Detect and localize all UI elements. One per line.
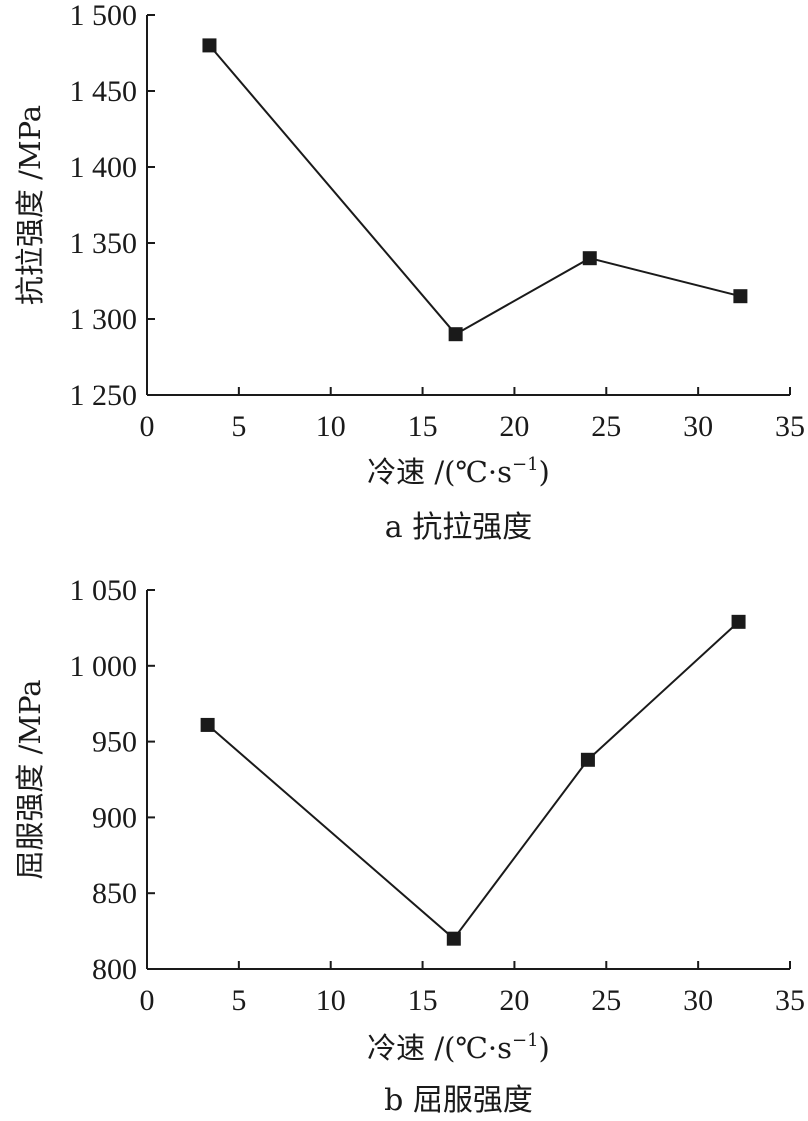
y-tick-label: 850 (92, 877, 137, 910)
x-tick-label: 0 (140, 984, 155, 1017)
x-axis-title: 冷速 /(℃·s−1) (367, 1030, 550, 1065)
chart-caption: a 抗拉强度 (385, 510, 532, 545)
y-tick-label: 900 (92, 801, 137, 834)
data-point-marker (202, 38, 217, 53)
x-axis-title-sup: −1 (512, 1030, 539, 1051)
y-tick-label: 1 250 (70, 379, 138, 412)
x-axis-title-end: ) (539, 455, 550, 489)
data-point-marker (582, 251, 597, 266)
x-tick-label: 25 (591, 984, 621, 1017)
x-axis-title-main: 冷速 /(℃·s (367, 455, 512, 489)
y-tick-label: 1 350 (70, 227, 138, 260)
y-tick-label: 1 300 (70, 303, 138, 336)
x-tick-label: 35 (775, 410, 805, 443)
series-line (208, 44, 741, 336)
series-line (206, 621, 740, 941)
x-tick-label: 5 (231, 984, 246, 1017)
y-axis-title: 抗拉强度 /MPa (13, 105, 47, 305)
x-tick-label: 10 (316, 410, 346, 443)
y-axis-title: 屈服强度 /MPa (13, 679, 47, 879)
x-tick-label: 20 (499, 984, 529, 1017)
x-tick-label: 15 (408, 984, 438, 1017)
x-tick-label: 30 (683, 410, 713, 443)
x-axis-title: 冷速 /(℃·s−1) (367, 454, 550, 489)
data-point-marker (446, 931, 461, 946)
y-tick-label: 1 500 (70, 0, 138, 32)
data-point-marker (580, 752, 595, 767)
y-tick-label: 800 (92, 953, 137, 986)
data-point-marker (448, 327, 463, 342)
data-point-marker (200, 717, 215, 732)
y-tick-label: 1 000 (70, 650, 138, 683)
y-tick-label: 1 050 (70, 574, 138, 607)
y-tick-label: 1 400 (70, 151, 138, 184)
x-tick-label: 10 (316, 984, 346, 1017)
chart-panel-b: 0 5 10 15 20 25 30 35 800 850 900 950 1 000 1 050 冷速 /… (13, 574, 805, 1118)
x-axis-title-main: 冷速 /(℃·s (367, 1031, 512, 1065)
x-tick-label: 15 (408, 410, 438, 443)
data-point-marker (731, 614, 746, 629)
x-tick-label: 35 (775, 984, 805, 1017)
x-tick-label: 5 (231, 410, 246, 443)
x-tick-label: 30 (683, 984, 713, 1017)
x-tick-label: 25 (591, 410, 621, 443)
chart-caption: b 屈服强度 (384, 1083, 533, 1118)
y-tick-label: 950 (92, 726, 137, 759)
data-point-marker (733, 289, 748, 304)
x-axis-title-sup: −1 (512, 454, 539, 475)
x-tick-label: 20 (499, 410, 529, 443)
chart-panel-a: 0 5 10 15 20 25 30 35 1 250 1 300 1 350 1 400 1 450 1… (13, 0, 805, 545)
x-tick-label: 0 (140, 410, 155, 443)
x-axis-title-end: ) (539, 1031, 550, 1065)
y-tick-label: 1 450 (70, 75, 138, 108)
